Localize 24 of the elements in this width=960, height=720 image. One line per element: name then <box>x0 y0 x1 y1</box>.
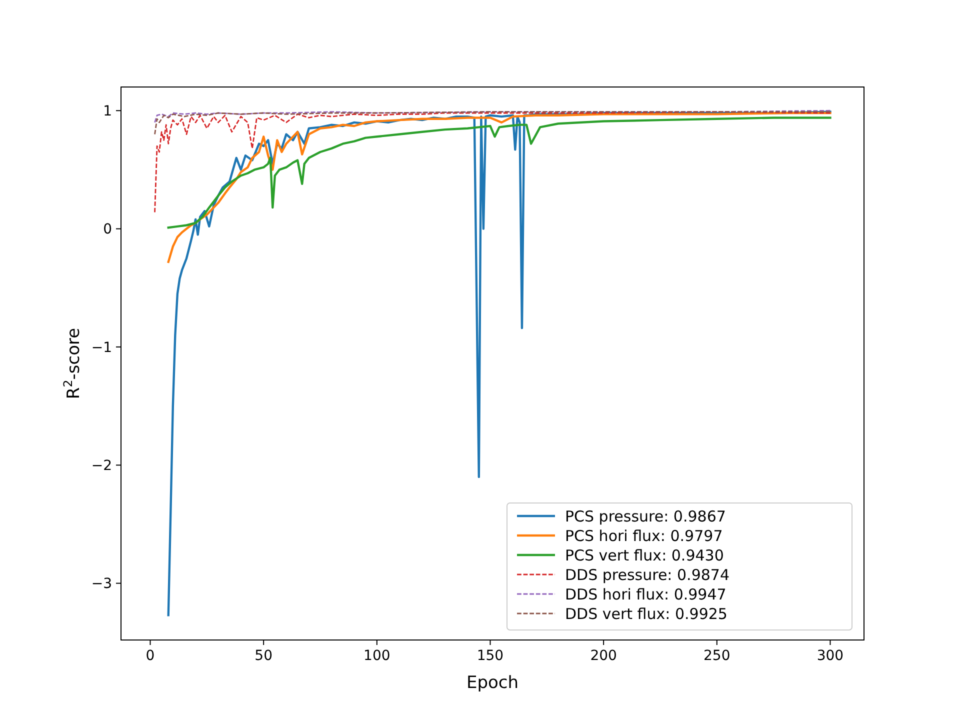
legend-label: PCS hori flux: 0.9797 <box>565 526 723 545</box>
line-series <box>167 112 832 263</box>
x-tick-label: 0 <box>146 648 155 664</box>
y-tick-label: −1 <box>91 340 112 356</box>
x-tick-label: 150 <box>476 648 504 664</box>
x-tick-label: 200 <box>590 648 617 664</box>
line-series <box>154 111 831 135</box>
line-series <box>154 110 831 124</box>
legend-label: PCS pressure: 0.9867 <box>565 507 726 526</box>
y-tick-label: −3 <box>91 576 112 592</box>
line-series <box>154 111 831 213</box>
legend-label: DDS vert flux: 0.9925 <box>565 604 728 623</box>
y-tick-label: 1 <box>103 104 112 120</box>
x-axis-title: Epoch <box>466 673 519 693</box>
legend-label: DDS hori flux: 0.9947 <box>565 585 726 604</box>
x-tick-label: 100 <box>364 648 390 664</box>
x-tick-label: 50 <box>254 648 272 664</box>
legend-label: DDS pressure: 0.9874 <box>565 566 730 584</box>
line-series <box>167 116 832 229</box>
y-tick-label: −2 <box>91 458 112 474</box>
y-tick-label: 0 <box>103 222 112 238</box>
x-tick-label: 300 <box>816 648 844 664</box>
x-tick-label: 250 <box>704 648 730 664</box>
legend-label: PCS vert flux: 0.9430 <box>565 546 724 564</box>
